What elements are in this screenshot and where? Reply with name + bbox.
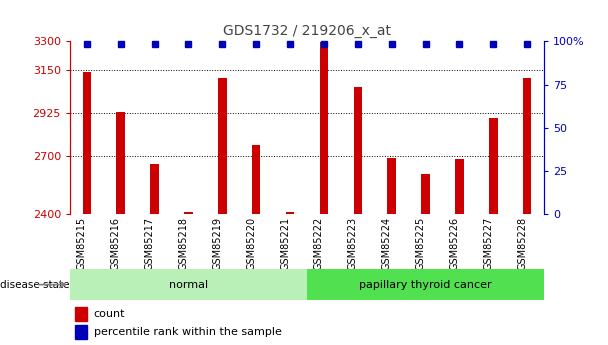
Text: GSM85224: GSM85224 bbox=[382, 217, 392, 270]
Text: GSM85217: GSM85217 bbox=[145, 217, 154, 270]
Bar bbox=[117, 112, 125, 214]
Text: count: count bbox=[94, 309, 125, 319]
Bar bbox=[83, 72, 91, 214]
Text: percentile rank within the sample: percentile rank within the sample bbox=[94, 327, 282, 337]
Bar bbox=[354, 87, 362, 214]
Text: normal: normal bbox=[169, 280, 208, 289]
Text: GSM85227: GSM85227 bbox=[483, 217, 493, 270]
Text: GSM85215: GSM85215 bbox=[77, 217, 87, 270]
FancyBboxPatch shape bbox=[70, 269, 307, 300]
Bar bbox=[252, 145, 260, 214]
Text: GSM85219: GSM85219 bbox=[212, 217, 223, 270]
Text: GSM85221: GSM85221 bbox=[280, 217, 290, 270]
Bar bbox=[320, 42, 328, 214]
Bar bbox=[184, 212, 193, 214]
Bar bbox=[387, 158, 396, 214]
Text: GSM85222: GSM85222 bbox=[314, 217, 324, 270]
Text: GSM85216: GSM85216 bbox=[111, 217, 121, 270]
Text: disease state: disease state bbox=[1, 280, 70, 289]
Text: papillary thyroid cancer: papillary thyroid cancer bbox=[359, 280, 492, 289]
Bar bbox=[218, 78, 227, 214]
Text: GSM85225: GSM85225 bbox=[416, 217, 426, 270]
Bar bbox=[286, 212, 294, 214]
Bar bbox=[421, 174, 430, 214]
Text: GSM85226: GSM85226 bbox=[449, 217, 460, 270]
Bar bbox=[489, 118, 497, 214]
Bar bbox=[75, 325, 86, 338]
Text: GSM85218: GSM85218 bbox=[179, 217, 188, 270]
Title: GDS1732 / 219206_x_at: GDS1732 / 219206_x_at bbox=[223, 23, 391, 38]
Bar bbox=[75, 307, 86, 321]
Text: GSM85220: GSM85220 bbox=[246, 217, 256, 270]
Bar bbox=[150, 164, 159, 214]
FancyBboxPatch shape bbox=[307, 269, 544, 300]
Text: GSM85228: GSM85228 bbox=[517, 217, 527, 270]
Bar bbox=[523, 78, 531, 214]
Bar bbox=[455, 159, 464, 214]
Text: GSM85223: GSM85223 bbox=[348, 217, 358, 270]
